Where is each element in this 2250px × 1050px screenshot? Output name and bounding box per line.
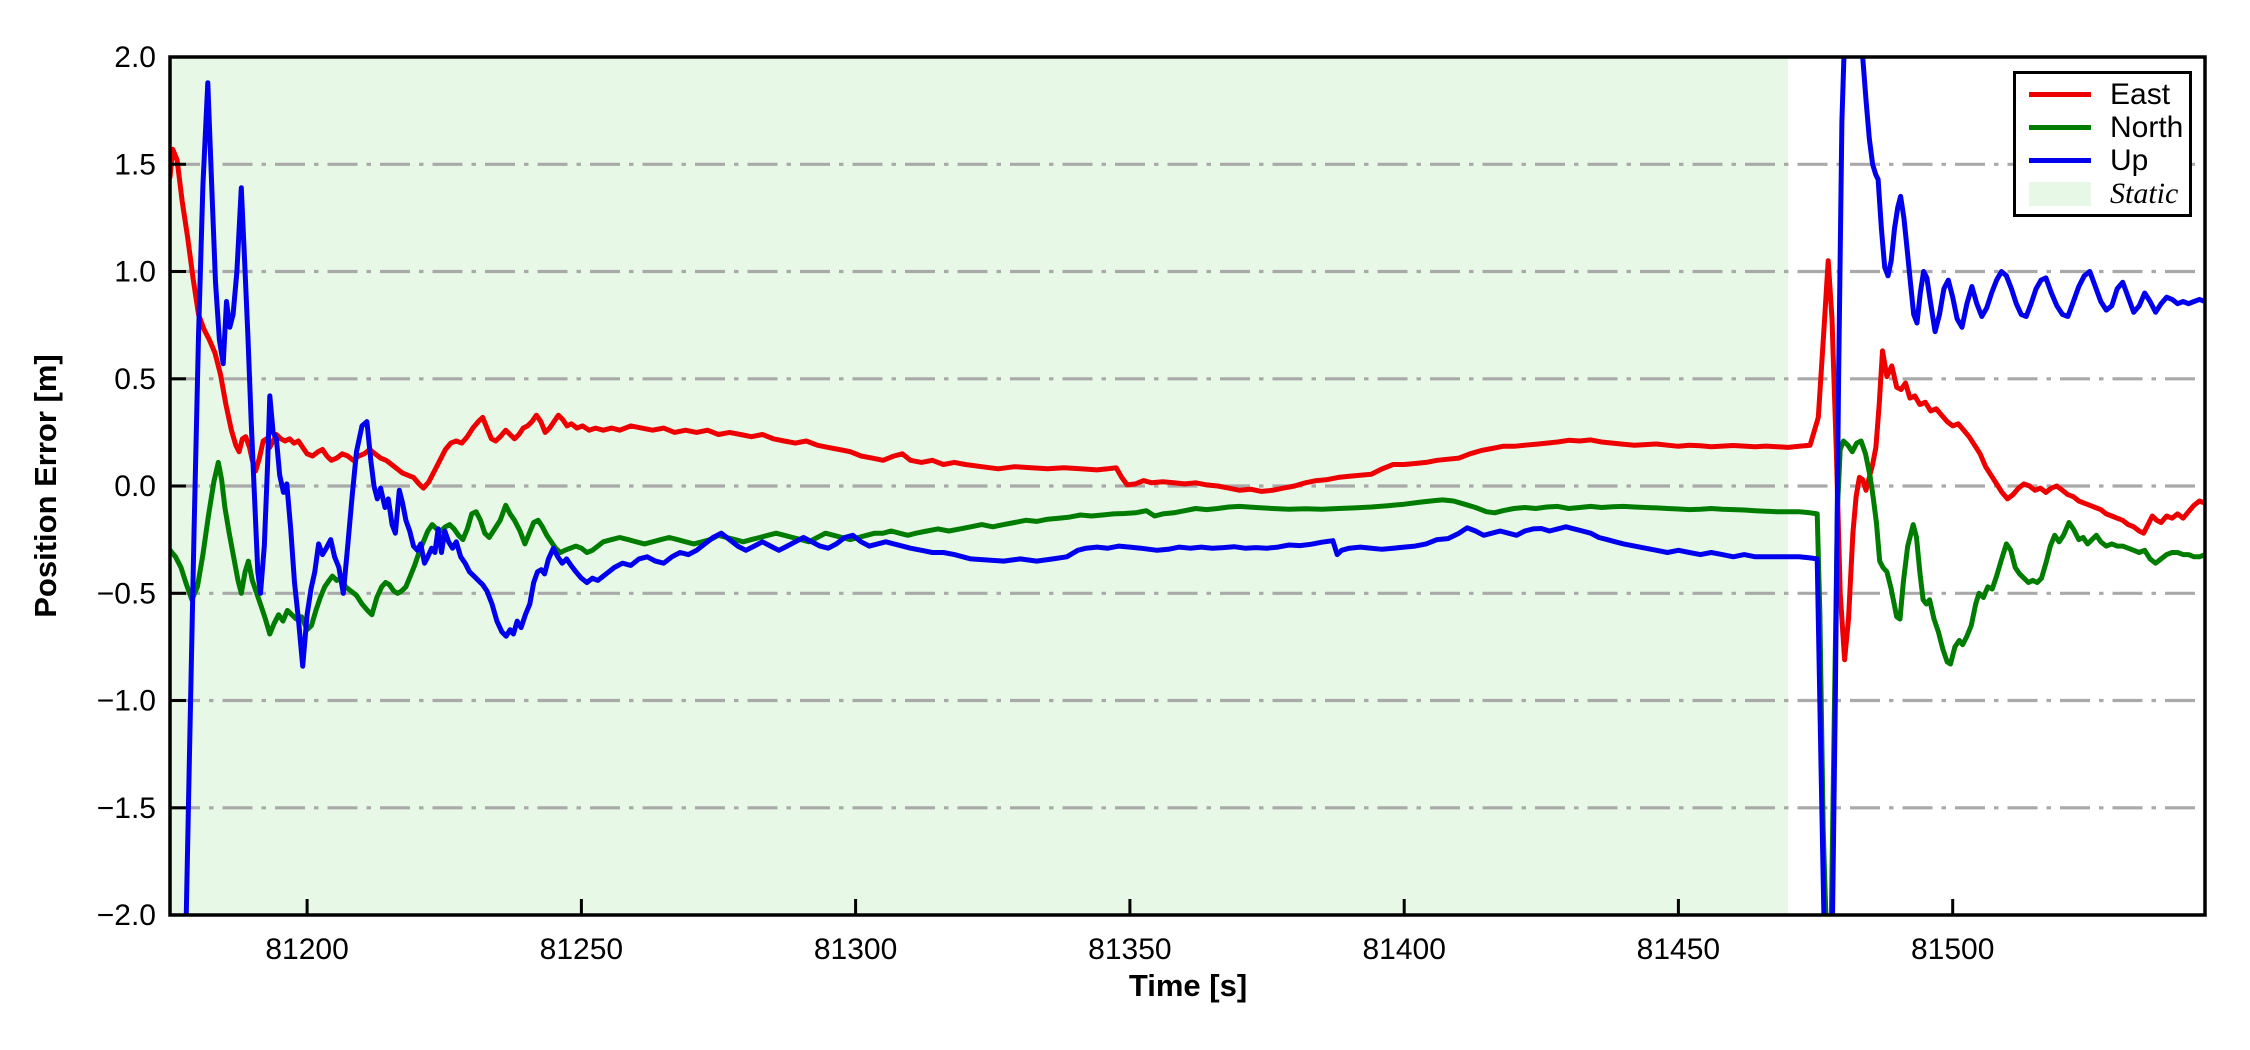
legend-label: Up	[2110, 143, 2149, 177]
legend-patch-swatch	[2029, 181, 2091, 206]
x-tick-label: 81500	[1911, 933, 1994, 966]
x-tick-label: 81300	[814, 933, 897, 966]
series-north	[170, 438, 2205, 915]
x-axis-label: Time [s]	[1128, 968, 1248, 1003]
plot-frame	[168, 55, 2207, 917]
legend: East North Up Static	[2013, 71, 2192, 217]
y-tick-label: −1.0	[97, 685, 156, 718]
legend-entry-up: Up	[2029, 144, 2189, 177]
legend-label: East	[2110, 77, 2171, 111]
legend-label: North	[2110, 110, 2184, 144]
legend-label: Static	[2110, 176, 2179, 210]
y-tick-label: 0.5	[114, 363, 156, 396]
x-tick-label: 81200	[265, 933, 348, 966]
y-tick-label: 1.5	[114, 148, 156, 181]
series-east	[170, 146, 2205, 663]
y-tick-label: 1.0	[114, 256, 156, 289]
y-tick-label: 0.0	[114, 470, 156, 503]
y-tick-label: −2.0	[97, 899, 156, 932]
x-tick-label: 81450	[1637, 933, 1720, 966]
legend-line-swatch	[2029, 92, 2091, 97]
y-tick-label: 2.0	[114, 41, 156, 74]
legend-line-swatch	[2029, 158, 2091, 163]
y-axis-label: Position Error [m]	[28, 354, 63, 618]
series-up	[183, 57, 2205, 915]
legend-entry-north: North	[2029, 111, 2189, 144]
x-tick-label: 81350	[1088, 933, 1171, 966]
legend-entry-static: Static	[2029, 177, 2189, 210]
y-tick-label: −0.5	[97, 577, 156, 610]
legend-entry-east: East	[2029, 78, 2189, 111]
y-tick-label: −1.5	[97, 792, 156, 825]
x-tick-label: 81400	[1362, 933, 1445, 966]
legend-line-swatch	[2029, 125, 2091, 130]
x-tick-label: 81250	[540, 933, 623, 966]
